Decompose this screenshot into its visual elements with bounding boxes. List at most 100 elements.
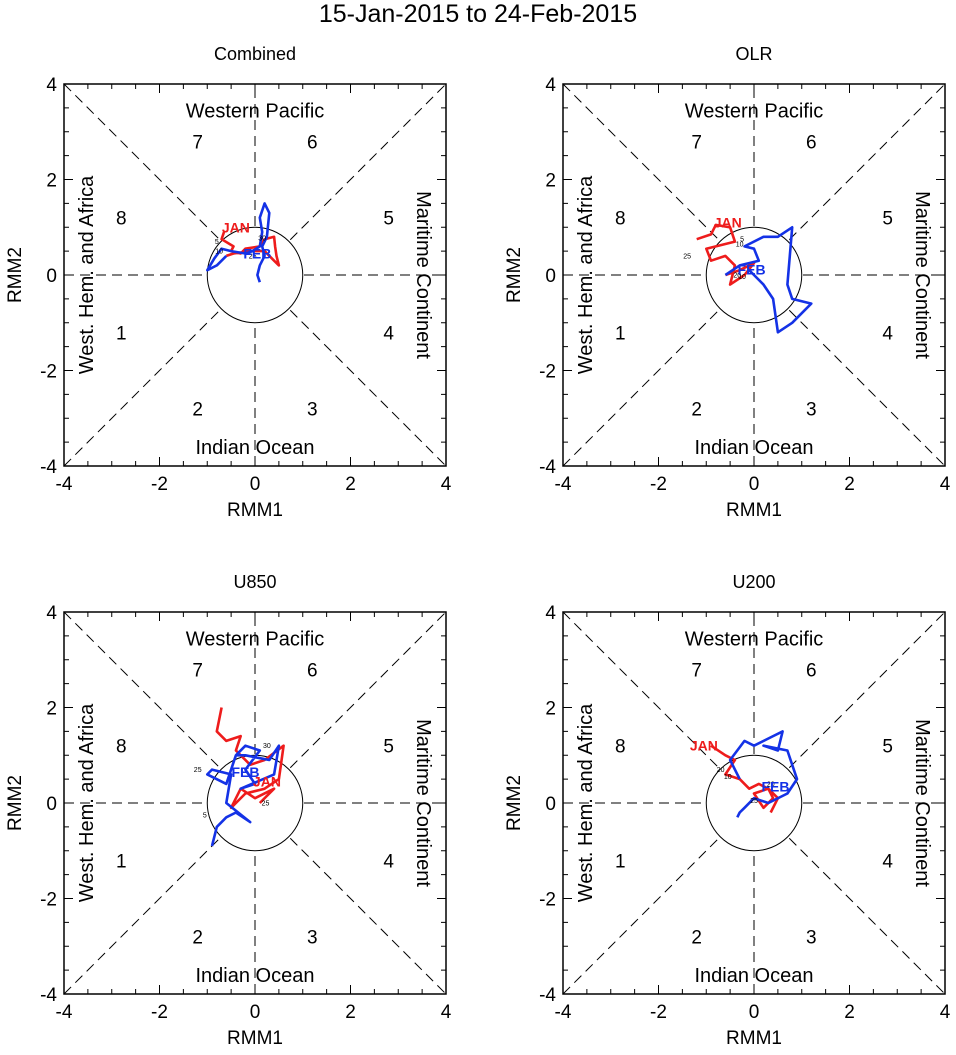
region-label-right: Maritime Continent xyxy=(412,719,434,887)
x-tick-label: -4 xyxy=(56,1002,73,1023)
region-label-top: Western Pacific xyxy=(186,628,325,650)
x-tick-label: 0 xyxy=(250,1002,261,1023)
x-tick-label: 0 xyxy=(749,1002,760,1023)
y-tick-label: 0 xyxy=(545,266,556,287)
phase-panel-combined: Combined -4 -2 0 2 4 -4 -2 0 2 4 RMM1 RMM2 Western Pa… xyxy=(5,44,452,521)
panel-title: U200 xyxy=(732,572,775,592)
region-label-right: Maritime Continent xyxy=(911,719,933,887)
trajectory-jan xyxy=(710,744,780,814)
phase-number-2: 2 xyxy=(192,400,203,421)
phase-number-1: 1 xyxy=(116,851,127,872)
diagonal-line xyxy=(562,611,946,995)
x-tick-label: 4 xyxy=(940,474,951,495)
diagonal-line xyxy=(562,83,946,467)
day-label: 5 xyxy=(740,237,744,244)
phase-panel-olr: OLR -4 -2 0 2 4 -4 -2 0 2 4 RMM1 RMM2 Western Pacific… xyxy=(504,44,951,521)
day-label: 10 xyxy=(736,241,744,248)
y-tick-label: 4 xyxy=(545,603,556,624)
y-axis-label: RMM2 xyxy=(504,775,525,831)
region-label-right: Maritime Continent xyxy=(911,191,933,359)
x-tick-label: 0 xyxy=(250,474,261,495)
x-axis-label: RMM1 xyxy=(227,500,283,521)
phase-number-7: 7 xyxy=(691,660,702,681)
phase-number-2: 2 xyxy=(691,400,702,421)
month-label-feb: FEB xyxy=(738,261,766,277)
trajectory-jan xyxy=(220,231,281,267)
phase-number-3: 3 xyxy=(806,400,817,421)
month-label-feb: FEB xyxy=(243,246,271,262)
panel-title: U850 xyxy=(233,572,276,592)
region-label-bottom: Indian Ocean xyxy=(196,965,315,987)
y-tick-label: -2 xyxy=(40,362,57,383)
panel-title: Combined xyxy=(214,44,296,64)
day-label: 5 xyxy=(203,812,207,819)
y-tick-label: 0 xyxy=(46,794,57,815)
x-tick-label: 2 xyxy=(345,1002,356,1023)
trajectory-jan xyxy=(215,707,285,810)
trajectory-feb xyxy=(724,226,813,334)
y-tick-label: 0 xyxy=(545,794,556,815)
y-axis-label: RMM2 xyxy=(5,775,26,831)
day-label: 30 xyxy=(258,236,266,243)
y-tick-label: 2 xyxy=(545,699,556,720)
region-label-left: West. Hem. and Africa xyxy=(575,175,597,374)
figure-title: 15-Jan-2015 to 24-Feb-2015 xyxy=(319,0,637,28)
x-axis-label: RMM1 xyxy=(726,500,782,521)
y-tick-label: -2 xyxy=(539,890,556,911)
phase-number-1: 1 xyxy=(116,323,127,344)
diagonal-line xyxy=(63,83,447,467)
phase-number-3: 3 xyxy=(307,400,318,421)
day-label: 10 xyxy=(738,274,746,281)
phase-number-5: 5 xyxy=(882,209,893,230)
diagonal-line xyxy=(562,83,946,467)
region-label-right: Maritime Continent xyxy=(412,191,434,359)
x-tick-label: -4 xyxy=(555,1002,572,1023)
diagonal-line xyxy=(63,83,447,467)
x-tick-label: 4 xyxy=(940,1002,951,1023)
y-axis-label: RMM2 xyxy=(5,247,26,303)
month-label-jan: JAN xyxy=(690,738,718,754)
x-tick-label: -2 xyxy=(650,1002,667,1023)
trajectory-feb xyxy=(728,730,799,818)
y-tick-label: -2 xyxy=(40,890,57,911)
day-label: 20 xyxy=(767,781,775,788)
y-tick-label: -2 xyxy=(539,362,556,383)
x-tick-label: 2 xyxy=(844,474,855,495)
panel-title: OLR xyxy=(735,44,772,64)
month-label-jan: JAN xyxy=(222,219,250,235)
phase-number-3: 3 xyxy=(806,928,817,949)
phase-number-6: 6 xyxy=(307,132,318,153)
region-label-top: Western Pacific xyxy=(685,100,824,122)
day-label: 20 xyxy=(717,767,725,774)
phase-number-2: 2 xyxy=(691,928,702,949)
phase-number-4: 4 xyxy=(882,323,893,344)
day-label: 5 xyxy=(215,239,219,246)
phase-number-5: 5 xyxy=(383,737,394,758)
phase-number-4: 4 xyxy=(383,323,394,344)
x-axis-label: RMM1 xyxy=(227,1028,283,1049)
y-tick-label: 2 xyxy=(46,171,57,192)
day-label: 10 xyxy=(724,774,732,781)
month-label-jan: JAN xyxy=(714,214,742,230)
month-label-feb: FEB xyxy=(761,778,789,794)
month-label-feb: FEB xyxy=(231,764,259,780)
unit-circle xyxy=(206,226,304,324)
phase-number-6: 6 xyxy=(307,660,318,681)
phase-number-2: 2 xyxy=(192,928,203,949)
x-tick-label: -2 xyxy=(151,474,168,495)
region-label-left: West. Hem. and Africa xyxy=(575,703,597,902)
phase-number-8: 8 xyxy=(116,209,127,230)
y-tick-label: -4 xyxy=(539,457,556,478)
trajectory-feb xyxy=(206,202,271,283)
x-tick-label: 4 xyxy=(441,1002,452,1023)
phase-number-7: 7 xyxy=(691,132,702,153)
y-tick-label: -4 xyxy=(40,457,57,478)
phase-number-3: 3 xyxy=(307,928,318,949)
day-label: 25 xyxy=(194,767,202,774)
phase-panel-u200: U200 -4 -2 0 2 4 -4 -2 0 2 4 RMM1 RMM2 Western Pacifi… xyxy=(504,572,951,1049)
phase-number-4: 4 xyxy=(383,851,394,872)
day-label: 30 xyxy=(263,743,271,750)
y-tick-label: 2 xyxy=(545,171,556,192)
x-tick-label: 0 xyxy=(749,474,760,495)
